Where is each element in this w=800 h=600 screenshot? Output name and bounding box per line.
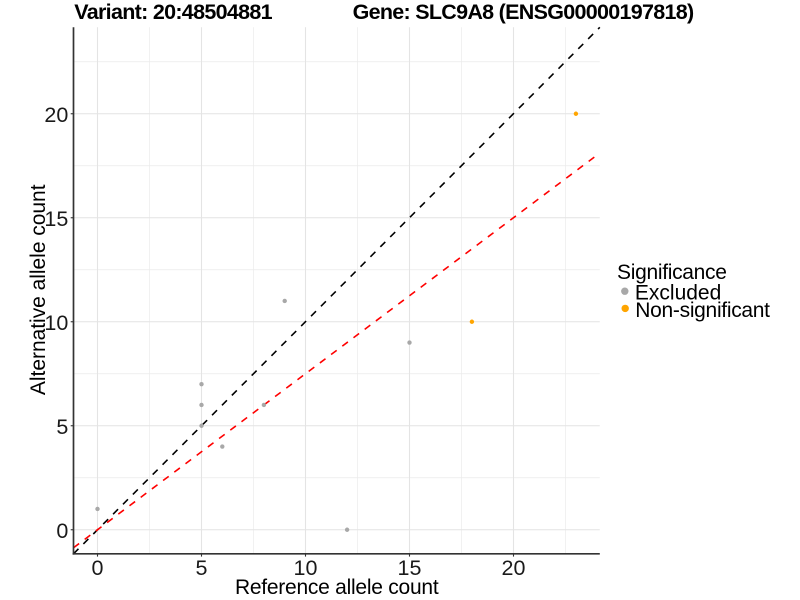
svg-text:20: 20 — [502, 556, 526, 580]
svg-text:0: 0 — [56, 519, 68, 543]
svg-text:Alternative allele count: Alternative allele count — [27, 184, 50, 395]
svg-text:0: 0 — [92, 556, 104, 580]
svg-text:10: 10 — [294, 556, 318, 580]
svg-text:10: 10 — [44, 311, 68, 335]
svg-text:15: 15 — [398, 556, 422, 580]
svg-text:Excluded: Excluded — [635, 281, 721, 304]
svg-text:15: 15 — [44, 207, 68, 231]
svg-text:5: 5 — [56, 415, 68, 439]
svg-text:Gene: SLC9A8 (ENSG00000197818): Gene: SLC9A8 (ENSG00000197818) — [353, 0, 694, 24]
svg-text:Significance: Significance — [617, 261, 727, 284]
svg-text:Non-significant: Non-significant — [635, 299, 770, 322]
svg-text:Variant: 20:48504881: Variant: 20:48504881 — [74, 0, 272, 24]
svg-text:5: 5 — [196, 556, 208, 580]
svg-text:20: 20 — [44, 103, 68, 127]
svg-text:Reference allele count: Reference allele count — [235, 576, 439, 599]
